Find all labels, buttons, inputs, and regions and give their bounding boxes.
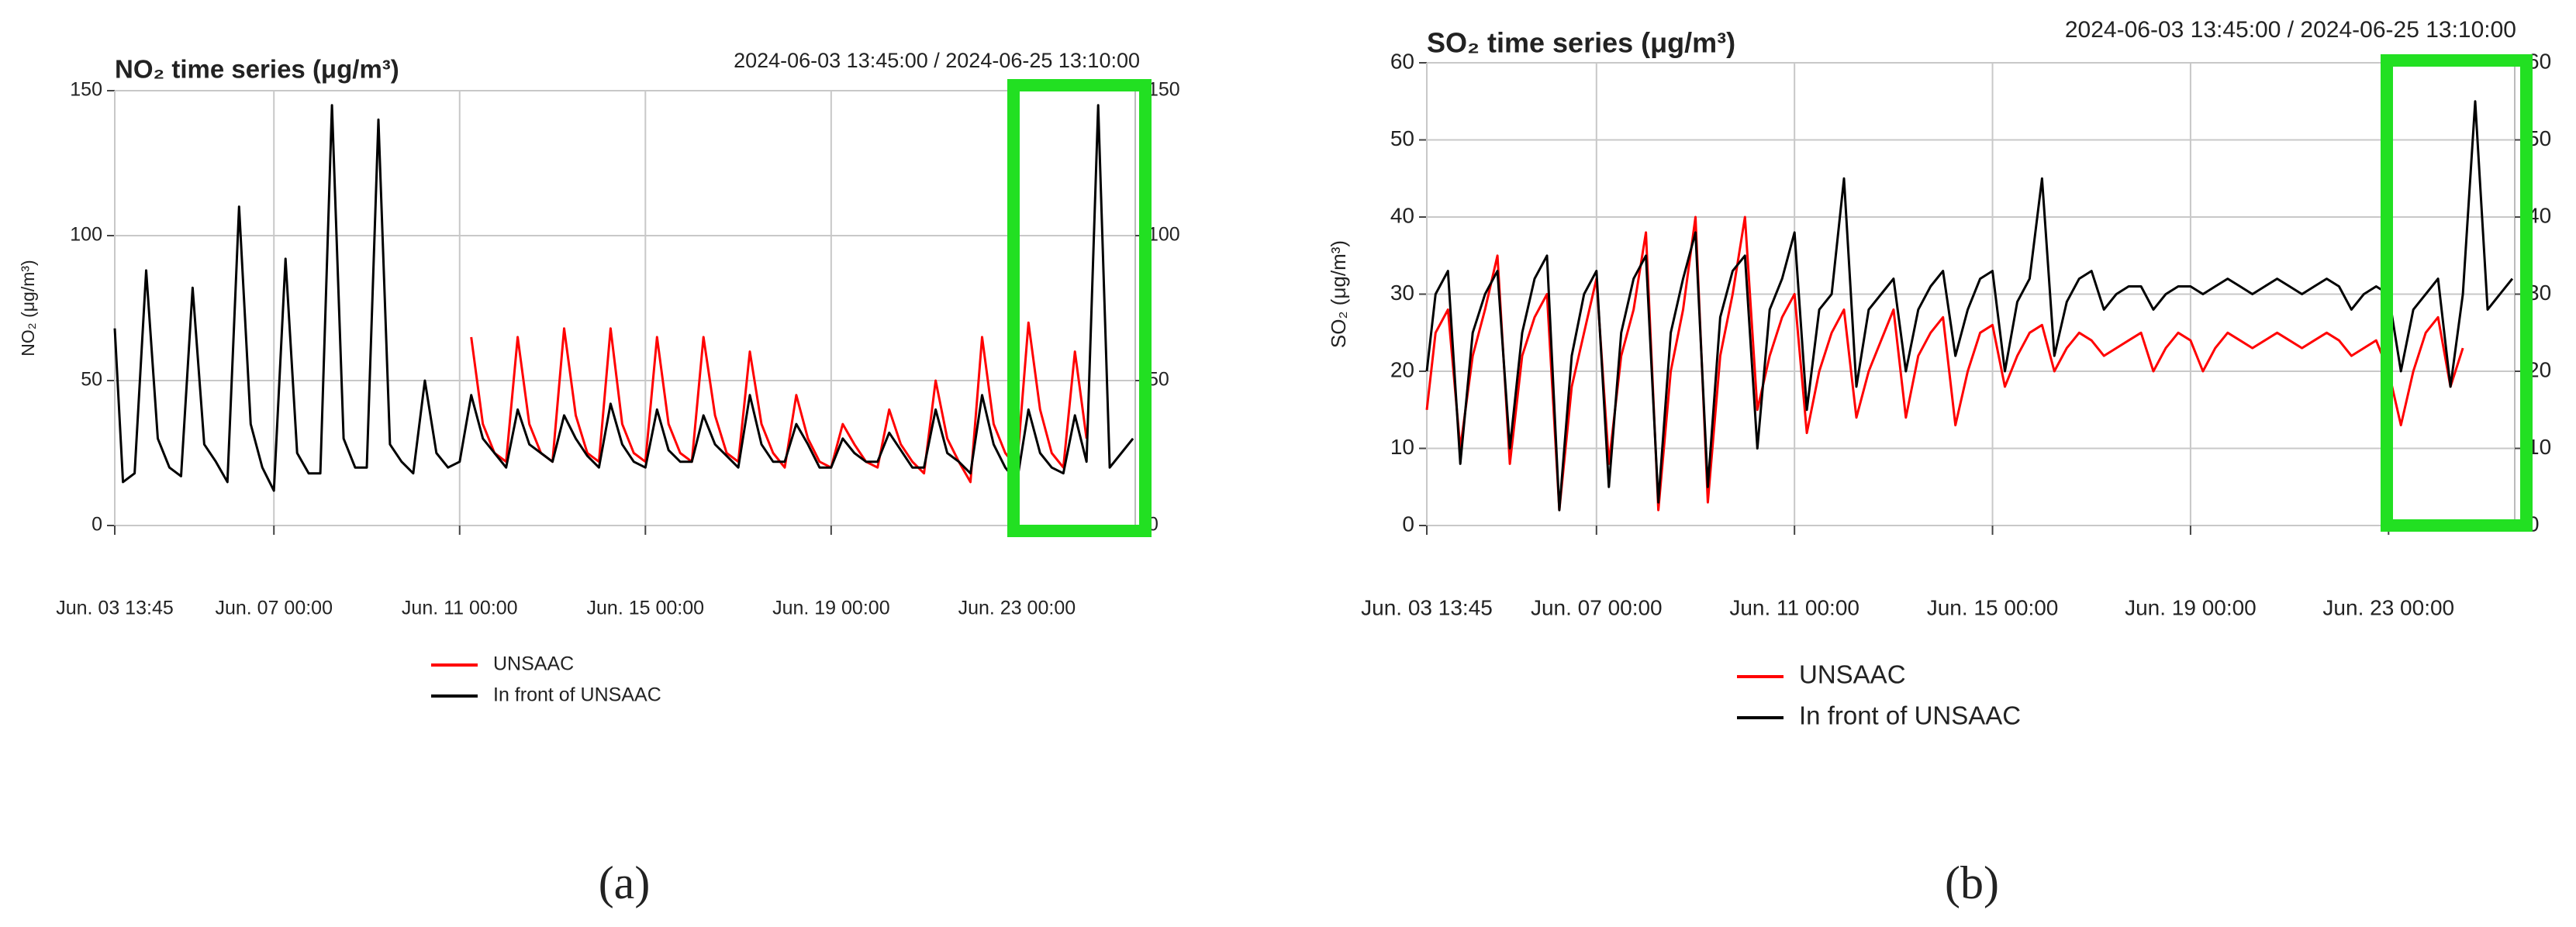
- x-tick-label: Jun. 07 00:00: [215, 598, 333, 619]
- plot-frame: [114, 90, 1136, 526]
- x-tick-label: Jun. 19 00:00: [772, 598, 890, 619]
- legend-label: UNSAAC: [1799, 660, 1906, 689]
- highlight-box: [1007, 79, 1152, 537]
- chart-title: SO₂ time series (μg/m³): [1427, 27, 1735, 59]
- x-tick-label: Jun. 15 00:00: [1927, 595, 2059, 619]
- y-tick-label: 0: [1402, 512, 1414, 536]
- y-tick-label: 100: [70, 224, 102, 246]
- x-tick-label: Jun. 19 00:00: [2125, 595, 2257, 619]
- y-tick-label: 60: [1390, 49, 1414, 73]
- series-line: [1425, 100, 2514, 512]
- series-line: [470, 321, 1088, 484]
- y-tick-label: 50: [81, 369, 102, 391]
- x-tick-label: Jun. 23 00:00: [958, 598, 1076, 619]
- y-tick-label: 50: [1390, 126, 1414, 150]
- panel-caption: (a): [599, 857, 651, 908]
- x-tick-label: Jun. 11 00:00: [1729, 595, 1859, 619]
- legend-label: UNSAAC: [493, 653, 574, 675]
- x-tick-label: Jun. 03 13:45: [1361, 595, 1493, 619]
- y-tick-label: 10: [1390, 435, 1414, 459]
- x-tick-label: Jun. 15 00:00: [587, 598, 705, 619]
- chart-subtitle: 2024-06-03 13:45:00 / 2024-06-25 13:10:0…: [2065, 17, 2516, 43]
- y-axis-label: NO₂ (μg/m³): [18, 260, 38, 356]
- legend-label: In front of UNSAAC: [493, 684, 661, 706]
- x-tick-label: Jun. 03 13:45: [56, 598, 174, 619]
- y-axis-label: SO₂ (μg/m³): [1327, 240, 1350, 348]
- x-tick-label: Jun. 07 00:00: [1531, 595, 1663, 619]
- y-tick-label: 0: [92, 514, 102, 536]
- y-tick-label: 40: [1390, 203, 1414, 227]
- series-line: [1425, 215, 2464, 512]
- chart-title: NO₂ time series (μg/m³): [115, 55, 399, 84]
- x-tick-label: Jun. 23 00:00: [2322, 595, 2454, 619]
- y-tick-label: 30: [1390, 281, 1414, 305]
- y2-tick-label: 100: [1148, 224, 1180, 246]
- y2-tick-label: 150: [1148, 79, 1180, 101]
- panel-caption: (b): [1945, 857, 1999, 908]
- series-line: [113, 104, 1134, 492]
- y-tick-label: 20: [1390, 357, 1414, 381]
- x-tick-label: Jun. 11 00:00: [402, 598, 518, 619]
- y-tick-label: 150: [70, 79, 102, 101]
- legend-label: In front of UNSAAC: [1799, 701, 2021, 730]
- highlight-box: [2381, 54, 2533, 532]
- chart-subtitle: 2024-06-03 13:45:00 / 2024-06-25 13:10:0…: [734, 49, 1140, 72]
